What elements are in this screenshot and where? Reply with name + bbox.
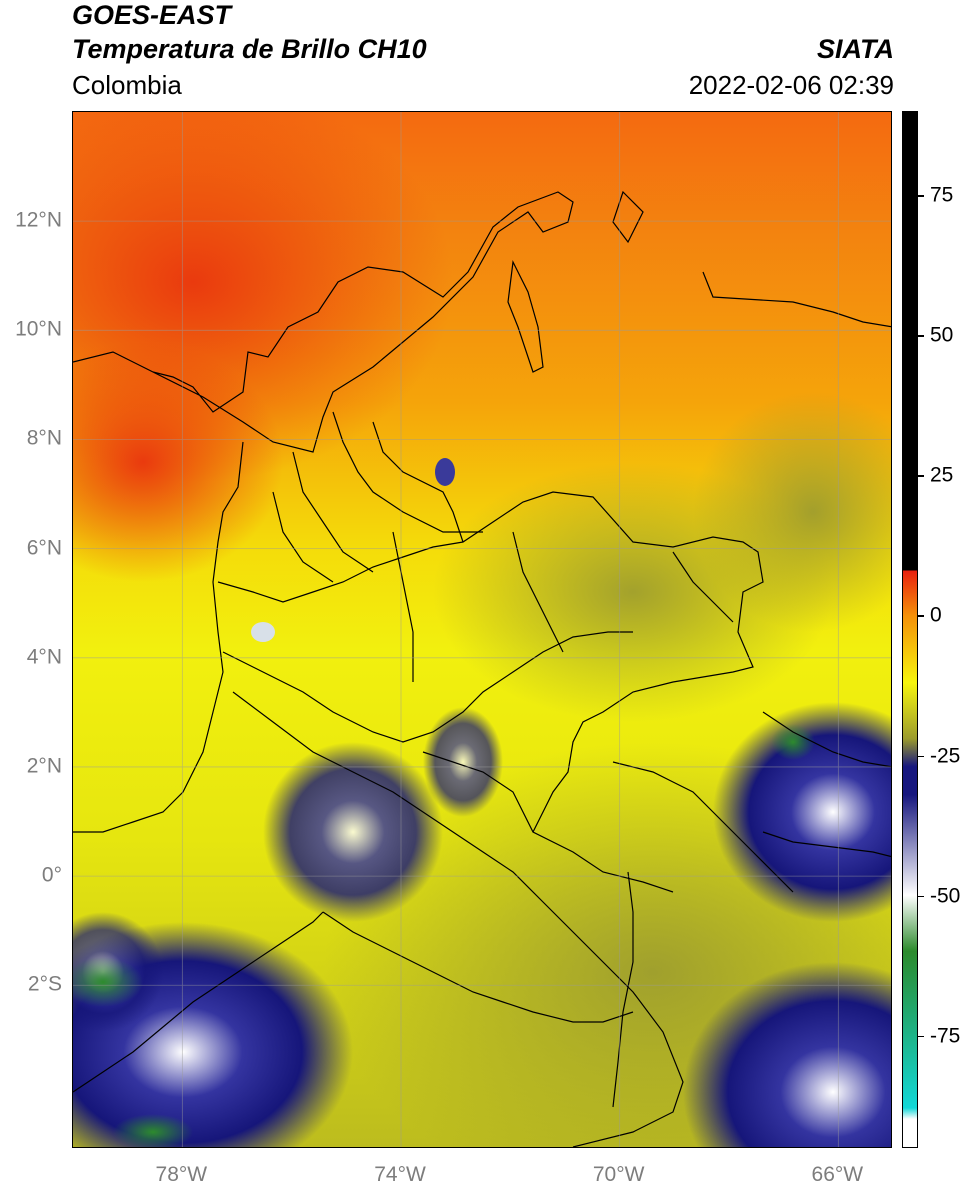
- cold-top-east: [771, 724, 815, 760]
- lat-tick-label: 12°N: [15, 208, 62, 232]
- lon-tick-label: 70°W: [592, 1163, 645, 1186]
- colorbar-tick-mark: [918, 755, 924, 758]
- colorbar-tick-label: 50: [930, 323, 954, 347]
- coastlines-and-borders: [73, 190, 891, 1147]
- cold-top-south: [113, 1114, 193, 1147]
- storm-central-west: [263, 742, 443, 922]
- lat-tick-label: 2°N: [26, 754, 62, 778]
- lat-tick-label: 8°N: [26, 426, 62, 450]
- timestamp: 2022-02-06 02:39: [688, 70, 894, 100]
- lat-tick-label: 10°N: [15, 317, 62, 341]
- colorbar-tick-mark: [918, 895, 924, 898]
- colorbar-tick-label: 75: [930, 183, 954, 207]
- colorbar-tick-mark: [918, 615, 924, 617]
- colorbar-tick-label: -25: [930, 744, 961, 768]
- cold-top-north: [435, 458, 455, 486]
- agency-label: SIATA: [817, 34, 894, 64]
- region-label: Colombia: [72, 70, 182, 100]
- storm-central: [423, 707, 503, 817]
- cold-top-pacific: [251, 622, 275, 642]
- lon-tick-label: 66°W: [811, 1163, 864, 1186]
- colorbar-tick-mark: [918, 195, 924, 197]
- lat-tick-label: 6°N: [26, 536, 62, 560]
- lat-tick-label: 0°: [41, 863, 62, 887]
- title-product: Temperatura de Brillo CH10: [72, 34, 427, 64]
- colorbar: [902, 111, 918, 1148]
- colorbar-tick-mark: [918, 335, 924, 337]
- cloud-region-east: [693, 392, 891, 632]
- colorbar-tick-label: -50: [930, 884, 961, 908]
- lon-tick-label: 78°W: [155, 1163, 208, 1186]
- lon-tick-label: 74°W: [374, 1163, 426, 1186]
- warm-region-w: [73, 342, 283, 582]
- satellite-map: [72, 111, 892, 1148]
- cold-top-sw: [73, 957, 143, 1007]
- map-canvas: [73, 112, 891, 1147]
- lat-tick-label: 4°N: [26, 645, 62, 669]
- colorbar-tick-label: -75: [930, 1024, 961, 1048]
- map-gridlines: [73, 112, 891, 1147]
- lat-tick-label: 2°S: [27, 972, 62, 996]
- colorbar-tick-label: 25: [930, 463, 954, 487]
- title-satellite: GOES-EAST: [72, 0, 232, 30]
- colorbar-tick-mark: [918, 1035, 924, 1038]
- colorbar-tick-label: 0: [930, 603, 942, 627]
- colorbar-tick-mark: [918, 475, 924, 477]
- storm-se: [683, 962, 891, 1147]
